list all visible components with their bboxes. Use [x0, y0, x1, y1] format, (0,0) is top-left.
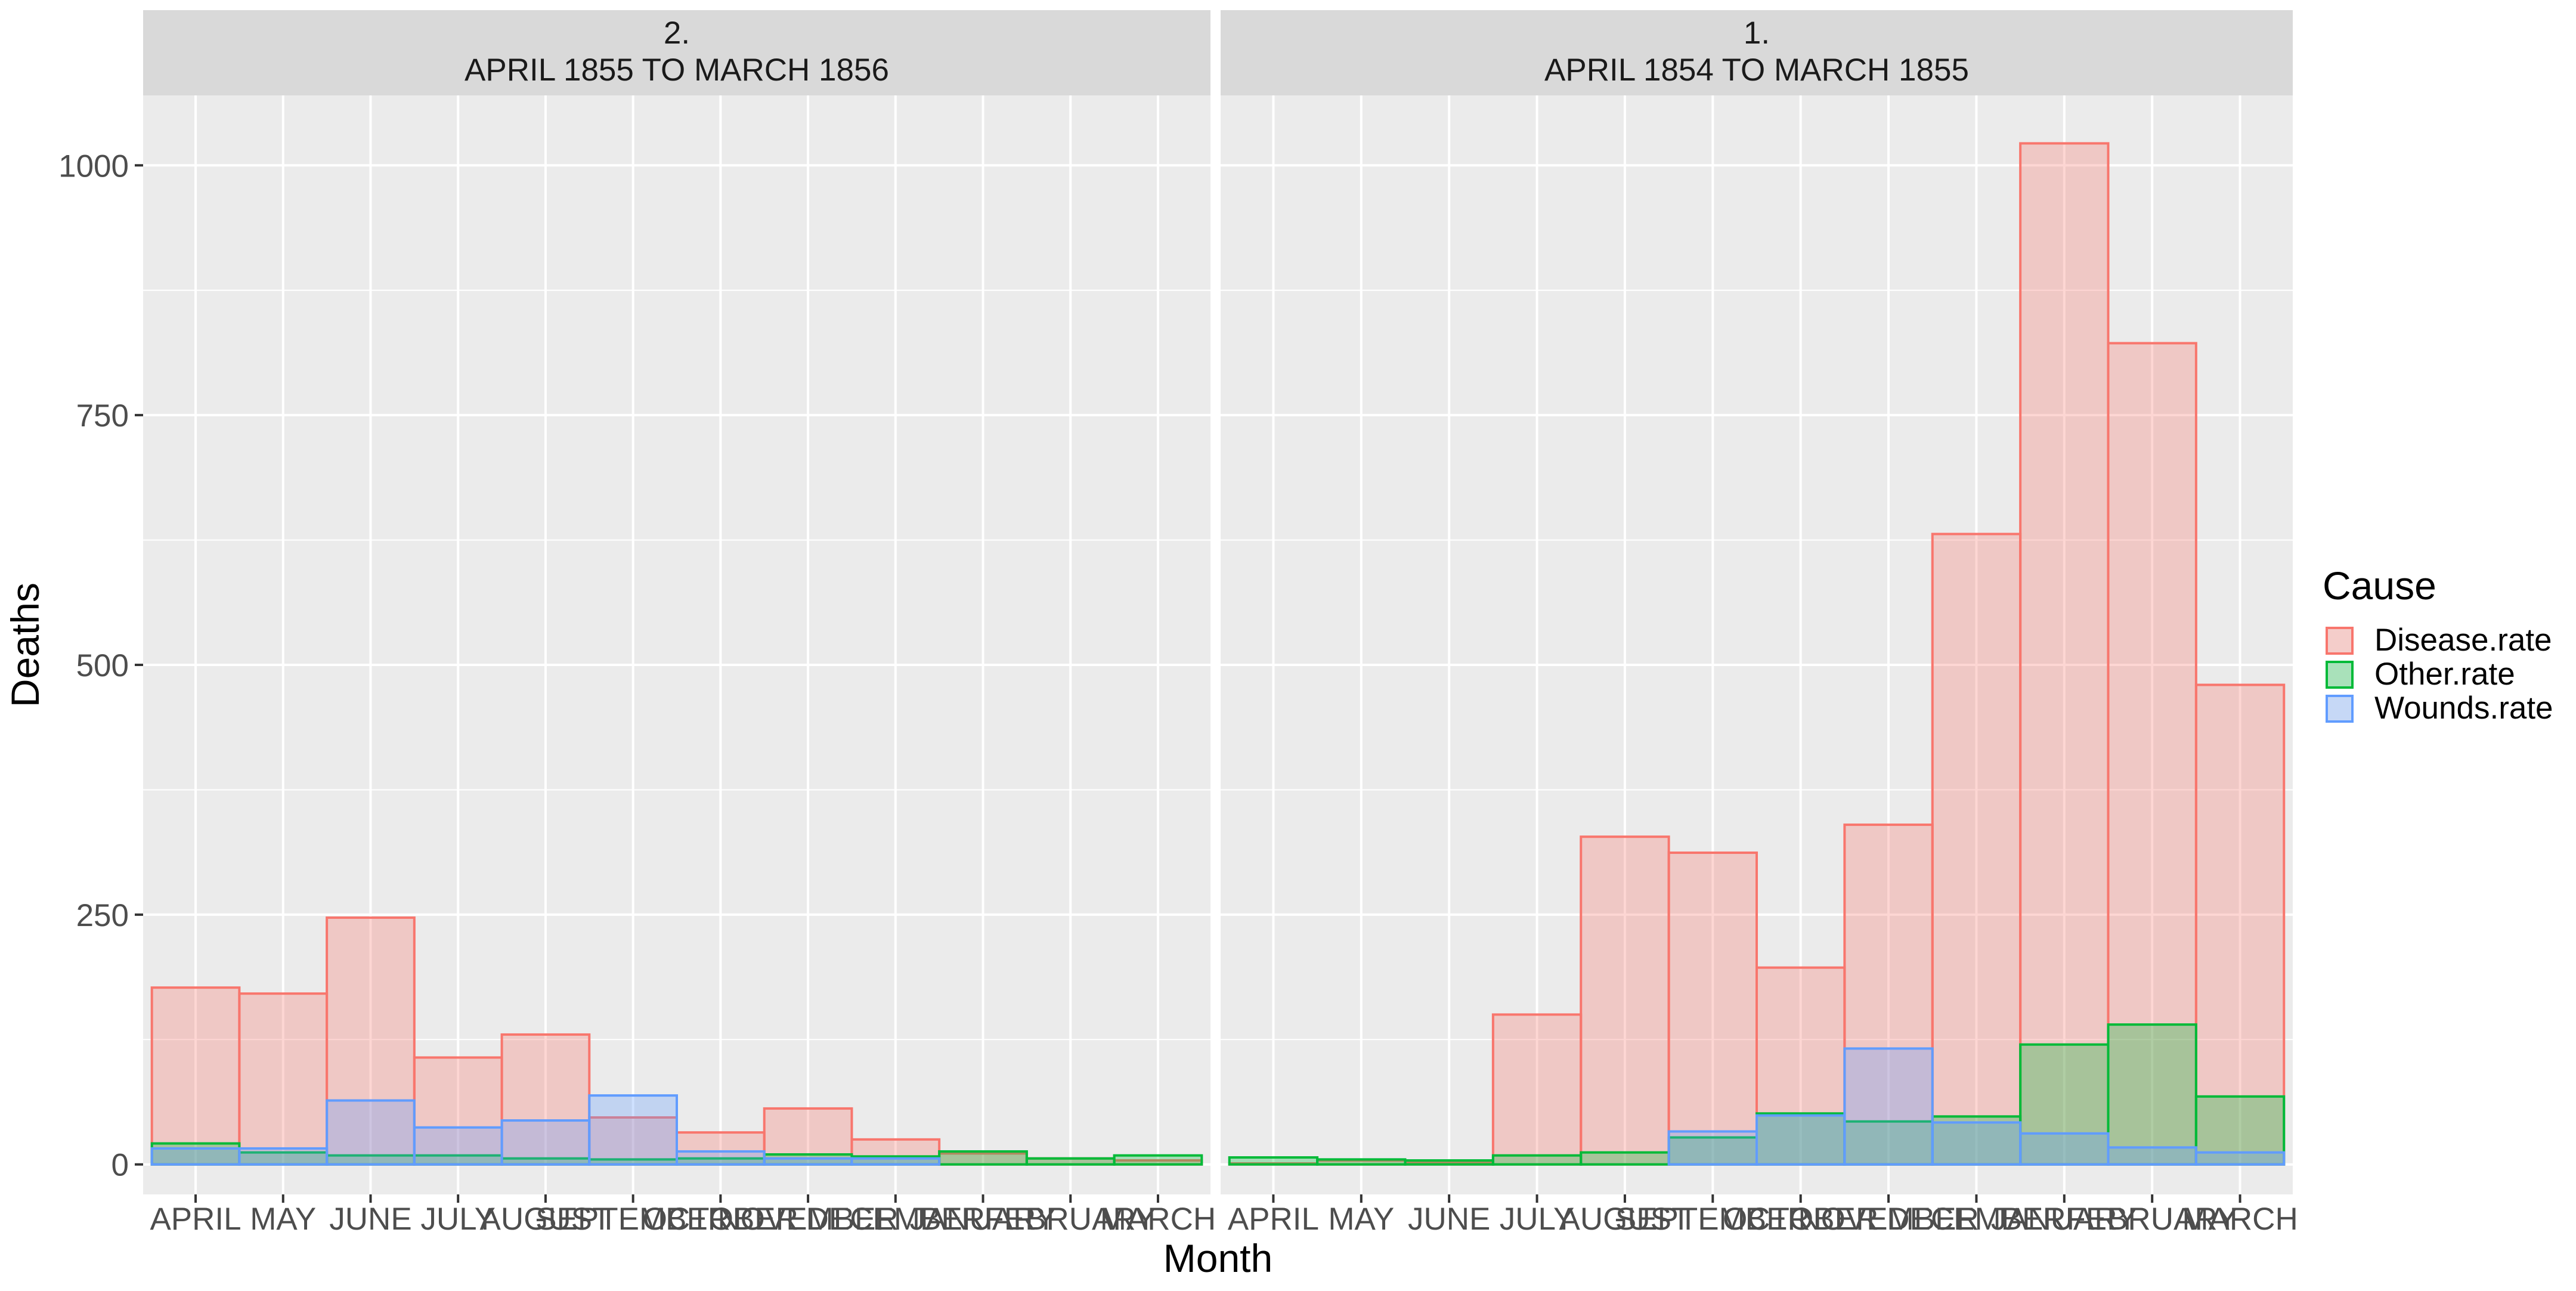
bar-other-rate [1580, 1151, 1670, 1166]
x-tick-label: JUNE [329, 1202, 411, 1237]
x-tick-label: AUGUST [1559, 1202, 1691, 1237]
bar-wounds-rate [1667, 1130, 1758, 1166]
x-tick-label: MARCH [1100, 1202, 1216, 1237]
bar-disease-rate [150, 986, 241, 1166]
y-tick-label: 0 [112, 1148, 129, 1183]
legend-label: Other.rate [2374, 657, 2515, 692]
panel-background [143, 95, 1210, 1194]
x-tick-label: DECEMBER [806, 1202, 985, 1237]
x-tick-label: JULY [1500, 1202, 1575, 1237]
x-tick-label: MARCH [2182, 1202, 2298, 1237]
x-tick-label: JUNE [1408, 1202, 1490, 1237]
bar-wounds-rate [2107, 1146, 2197, 1166]
x-tick-label: FEBRUARY [984, 1202, 1156, 1237]
bar-disease-rate [500, 1033, 591, 1166]
bar-disease-rate [2019, 142, 2110, 1166]
legend-key-background [2326, 627, 2354, 655]
bar-other-rate [1113, 1154, 1203, 1166]
bar-disease-rate [413, 1056, 503, 1166]
x-tick-label: SEPTEMBER [1615, 1202, 1810, 1237]
bar-wounds-rate [413, 1126, 503, 1166]
y-tick-label: 500 [76, 648, 129, 683]
facet-strip-line1: 2. [664, 16, 690, 51]
bar-wounds-rate [1755, 1114, 1846, 1166]
bar-other-rate [1316, 1158, 1407, 1166]
x-axis-title: Month [1163, 1236, 1272, 1280]
bar-other-rate [938, 1150, 1028, 1166]
x-tick-label: OCTOBER [643, 1202, 798, 1237]
legend-key-background [2326, 661, 2354, 689]
bar-wounds-rate [326, 1099, 416, 1166]
legend-key-wounds-rate [2326, 695, 2354, 723]
x-tick-label: APRIL [150, 1202, 241, 1237]
bar-wounds-rate [1843, 1047, 1934, 1166]
y-tick-label: 250 [76, 898, 129, 933]
bar-disease-rate [588, 1116, 678, 1166]
x-tick-label: JULY [420, 1202, 496, 1237]
bar-disease-rate [1667, 851, 1758, 1166]
bar-other-rate [1228, 1156, 1319, 1166]
x-tick-label: APRIL [1228, 1202, 1319, 1237]
bar-other-rate [1404, 1159, 1494, 1166]
bar-wounds-rate [850, 1157, 941, 1166]
x-tick-label: DECEMBER [1887, 1202, 2066, 1237]
facet-strip [143, 10, 1210, 95]
legend-label: Wounds.rate [2374, 691, 2553, 726]
bar-disease-rate [326, 916, 416, 1166]
bar-other-rate [1755, 1112, 1846, 1166]
bar-disease-rate [1491, 1013, 1583, 1166]
bar-disease-rate [1580, 835, 1670, 1166]
bar-wounds-rate [676, 1150, 766, 1166]
x-tick-label: SEPTEMBER [535, 1202, 730, 1237]
bar-wounds-rate [2019, 1132, 2110, 1166]
legend-title: Cause [2323, 564, 2436, 608]
bar-wounds-rate [500, 1119, 591, 1166]
y-axis-title: Deaths [3, 583, 47, 707]
facet-strip [1221, 10, 2293, 95]
bar-disease-rate [238, 992, 329, 1166]
bar-wounds-rate [150, 1147, 241, 1166]
x-tick-label: OCTOBER [1723, 1202, 1878, 1237]
facet-strip-line2: APRIL 1855 TO MARCH 1856 [465, 52, 889, 88]
x-tick-label: FEBRUARY [2066, 1202, 2238, 1237]
bar-other-rate [1491, 1154, 1583, 1166]
x-tick-label: AUGUST [479, 1202, 611, 1237]
bar-disease-rate [1931, 533, 2022, 1166]
bar-wounds-rate [588, 1094, 678, 1166]
bar-other-rate [2107, 1023, 2197, 1166]
facet-strip-line2: APRIL 1854 TO MARCH 1855 [1544, 52, 1969, 88]
x-tick-label: MAY [250, 1202, 316, 1237]
bar-wounds-rate [2194, 1151, 2286, 1166]
legend-key-background [2326, 695, 2354, 723]
legend-key-other-rate [2326, 661, 2354, 689]
x-tick-label: MAY [1328, 1202, 1394, 1237]
bar-other-rate [1025, 1157, 1116, 1166]
bar-wounds-rate [763, 1157, 853, 1166]
y-tick-label: 750 [76, 398, 129, 434]
legend-label: Disease.rate [2374, 623, 2552, 658]
x-tick-label: NOVEMBER [1798, 1202, 1979, 1237]
bar-wounds-rate [1931, 1121, 2022, 1166]
x-tick-label: NOVEMBER [717, 1202, 898, 1237]
facet-strip-line1: 1. [1744, 16, 1770, 51]
legend-key-disease-rate [2326, 627, 2354, 655]
bar-disease-rate [2194, 683, 2286, 1166]
bar-wounds-rate [238, 1147, 329, 1166]
y-tick-label: 1000 [58, 148, 129, 184]
x-tick-label: JANUARY [1991, 1202, 2138, 1237]
x-tick-label: JANUARY [909, 1202, 1056, 1237]
